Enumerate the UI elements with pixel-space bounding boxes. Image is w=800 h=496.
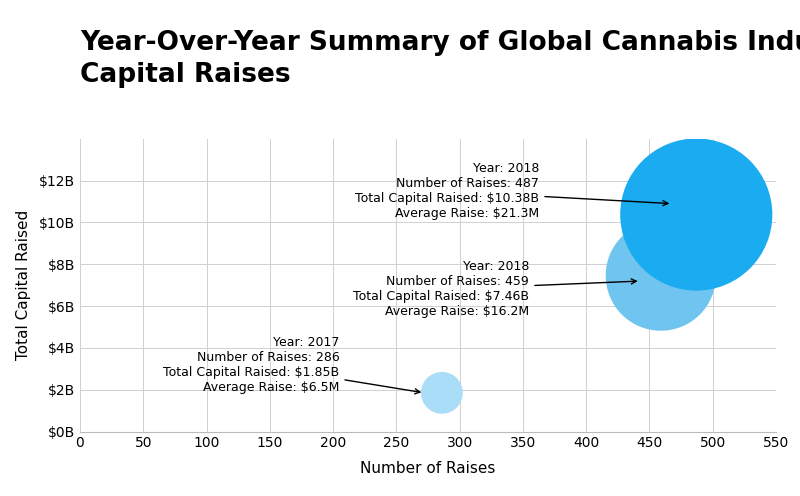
Text: Year: 2017
Number of Raises: 286
Total Capital Raised: $1.85B
Average Raise: $6.: Year: 2017 Number of Raises: 286 Total C… — [163, 336, 420, 394]
Y-axis label: Total Capital Raised: Total Capital Raised — [16, 210, 30, 360]
Point — [690, 211, 702, 219]
Text: Year: 2018
Number of Raises: 487
Total Capital Raised: $10.38B
Average Raise: $2: Year: 2018 Number of Raises: 487 Total C… — [355, 162, 668, 220]
Point — [654, 272, 667, 280]
Text: Year-Over-Year Summary of Global Cannabis Industry
Capital Raises: Year-Over-Year Summary of Global Cannabi… — [80, 30, 800, 88]
Point — [435, 389, 448, 397]
Text: Year: 2018
Number of Raises: 459
Total Capital Raised: $7.46B
Average Raise: $16: Year: 2018 Number of Raises: 459 Total C… — [354, 260, 636, 318]
X-axis label: Number of Raises: Number of Raises — [360, 461, 496, 477]
